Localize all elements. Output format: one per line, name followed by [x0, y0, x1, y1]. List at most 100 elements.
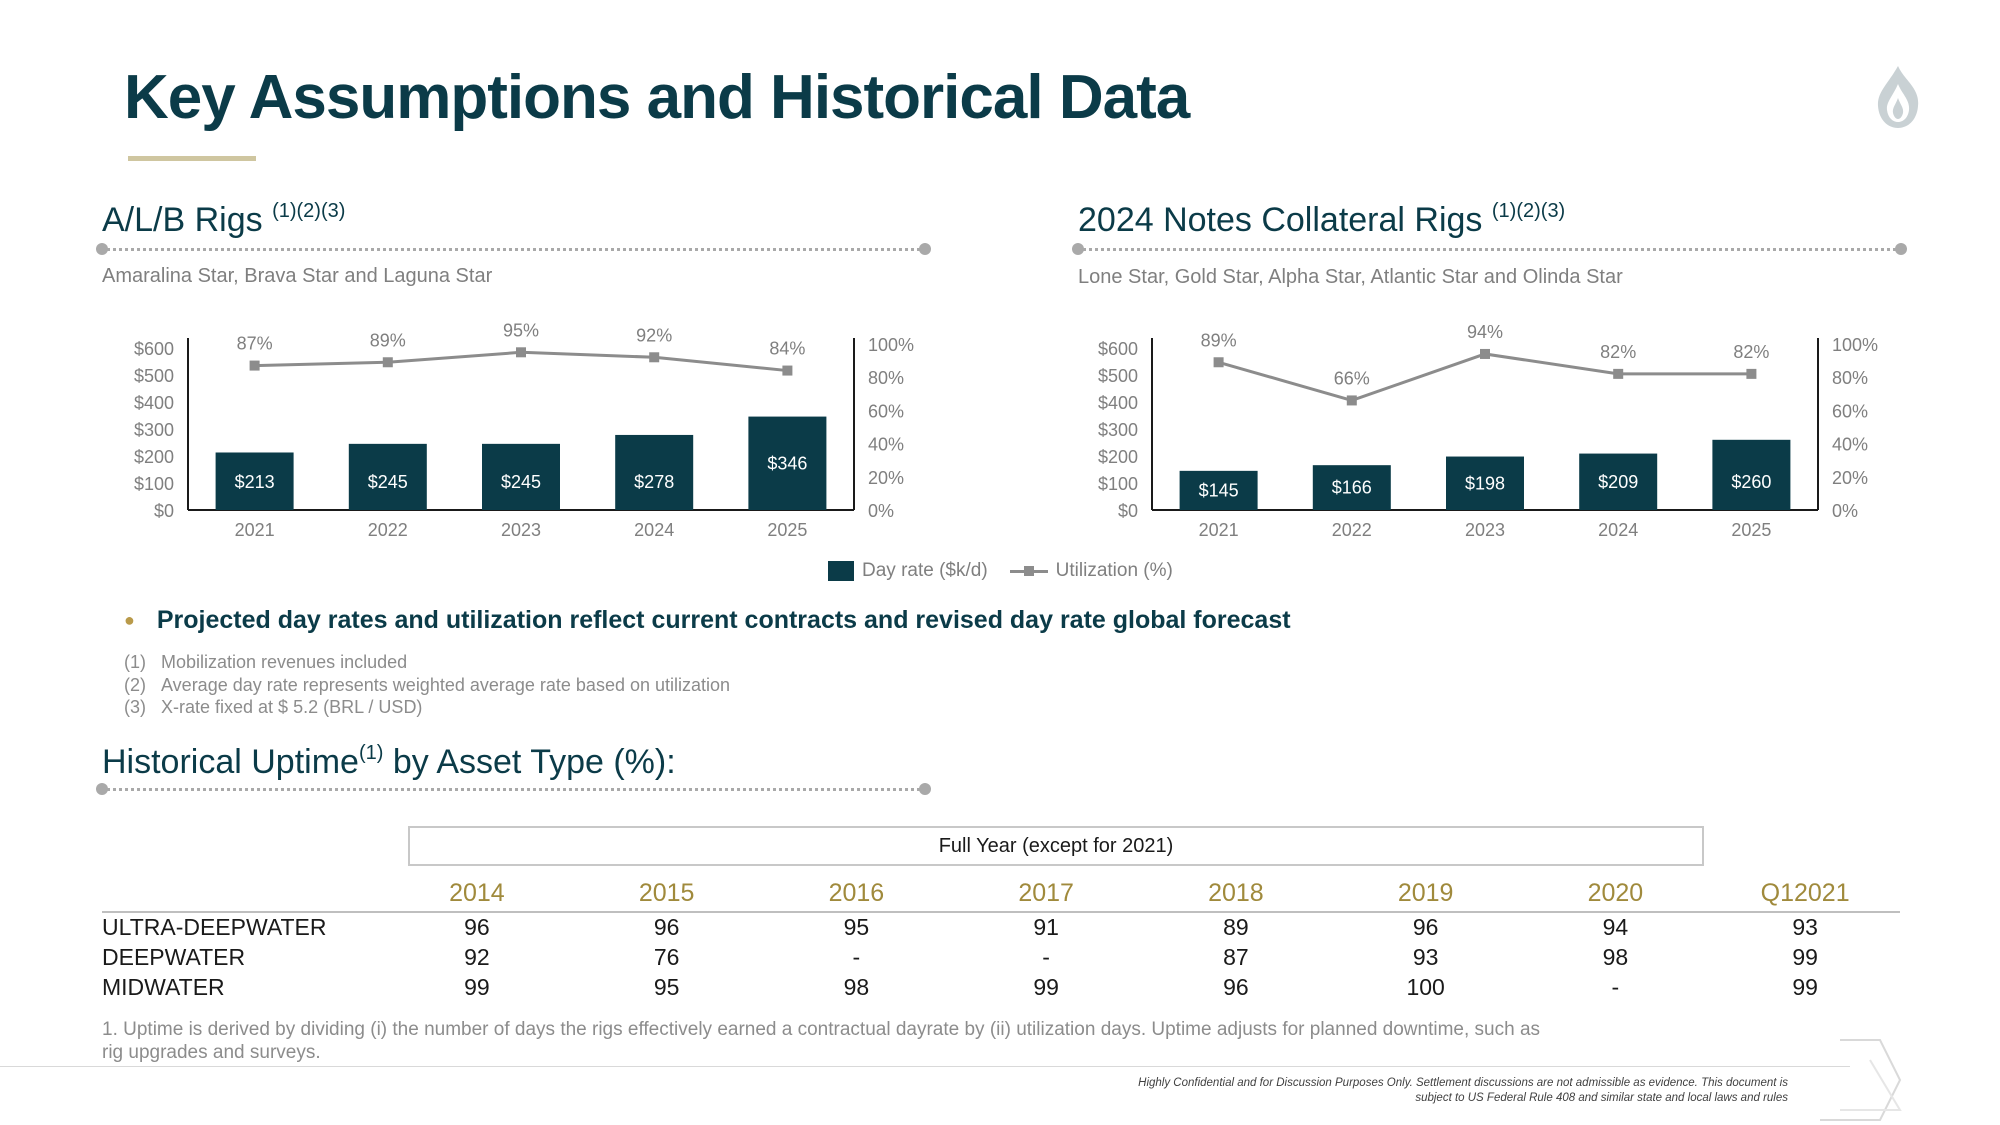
utilization-data-label: 87%: [237, 334, 273, 354]
chart-legend: Day rate ($k/d) Utilization (%): [828, 560, 1173, 582]
x-tick-label: 2025: [767, 520, 807, 540]
table-cell: -: [852, 943, 861, 970]
utilization-marker: [1480, 348, 1490, 359]
day-rate-data-label: $260: [1731, 472, 1771, 492]
day-rate-data-label: $213: [235, 472, 275, 492]
table-row: MIDWATER 99 95 98 99 96 100 - 99: [102, 972, 1900, 1002]
alb-subtitle: Amaralina Star, Brava Star and Laguna St…: [102, 265, 493, 287]
y-left-tick-label: $0: [154, 501, 174, 521]
uptime-section-rule: [96, 783, 931, 795]
uptime-table-header-row: 2014 2015 2016 2017 2018 2019 2020 Q1202…: [102, 876, 1900, 913]
confidentiality-disclaimer: Highly Confidential and for Discussion P…: [888, 1076, 1788, 1106]
y-left-tick-label: $100: [134, 474, 174, 494]
table-cell: 87: [1223, 943, 1249, 970]
table-cell: 96: [1223, 973, 1249, 1000]
y-left-tick-label: $500: [134, 366, 174, 386]
flame-logo-icon: [1877, 66, 1919, 128]
table-cell: 76: [653, 943, 680, 970]
table-cell: 95: [653, 973, 680, 1000]
notes-section-rule: [1072, 243, 1907, 255]
column-header: Q12021: [1710, 876, 1900, 913]
y-left-tick-label: $300: [134, 420, 174, 440]
day-rate-data-label: $209: [1598, 472, 1638, 492]
footnote-number: (2): [124, 674, 146, 695]
row-label: MIDWATER: [102, 973, 225, 1000]
footer-rule: [0, 1066, 1850, 1067]
footnote: (2) Average day rate represents weighted …: [124, 674, 730, 697]
disclaimer-line-2: subject to US Federal Rule 408 and simil…: [1415, 1092, 1788, 1104]
x-tick-label: 2021: [1199, 520, 1239, 540]
legend-bar-label: Day rate ($k/d): [862, 560, 988, 581]
utilization-data-label: 82%: [1600, 342, 1636, 362]
alb-section-rule: [96, 243, 931, 255]
table-cell: 89: [1223, 914, 1249, 940]
y-left-tick-label: $600: [1098, 339, 1138, 359]
day-rate-data-label: $245: [368, 472, 408, 492]
utilization-data-label: 94%: [1467, 322, 1503, 342]
column-header: 2015: [571, 876, 762, 913]
utilization-marker: [1613, 368, 1624, 379]
y-left-tick-label: $400: [134, 393, 174, 413]
notes-section-title: 2024 Notes Collateral Rigs (1)(2)(3): [1078, 200, 1565, 240]
footnote-number: (1): [124, 652, 146, 672]
table-cell: 96: [653, 914, 680, 940]
day-rate-data-label: $145: [1199, 480, 1239, 500]
table-cell: 96: [1412, 914, 1439, 940]
footnote-text: Mobilization revenues included: [161, 652, 408, 672]
day-rate-data-label: $198: [1465, 473, 1505, 493]
y-left-tick-label: $200: [1098, 447, 1138, 467]
x-tick-label: 2024: [634, 520, 674, 540]
bullet-dot-icon: ●: [124, 610, 135, 630]
day-rate-bar: [1712, 439, 1791, 510]
y-left-tick-label: $0: [1118, 501, 1138, 521]
y-left-tick-label: $600: [134, 339, 174, 359]
table-row: DEEPWATER 92 76 - - 87 93 98 99: [102, 942, 1900, 972]
y-right-tick-label: 20%: [868, 468, 904, 488]
notes-title-text: 2024 Notes Collateral Rigs: [1078, 201, 1483, 239]
y-left-tick-label: $200: [134, 447, 174, 467]
row-label: DEEPWATER: [102, 943, 246, 970]
utilization-marker: [382, 357, 393, 368]
utilization-marker: [1213, 357, 1224, 368]
table-cell: 93: [1412, 943, 1439, 970]
x-tick-label: 2025: [1731, 520, 1771, 540]
day-rate-bar: [215, 452, 294, 510]
utilization-marker: [1346, 395, 1357, 406]
page-title: Key Assumptions and Historical Data: [124, 63, 1190, 132]
day-rate-bar: [1312, 465, 1391, 510]
utilization-data-label: 95%: [503, 320, 539, 340]
column-header: 2017: [951, 876, 1141, 913]
uptime-title-pre: Historical Uptime: [102, 743, 359, 781]
corner-decoration: [1820, 1039, 1902, 1121]
day-rate-data-label: $346: [767, 453, 807, 473]
uptime-title-post: by Asset Type (%):: [383, 743, 676, 781]
alb-combo-chart: $0 $100 $200 $300 $400 $500 $600 0% 20% 40% 60% 80%…: [134, 320, 914, 540]
utilization-marker: [649, 352, 660, 363]
column-header: 2014: [382, 876, 572, 913]
table-cell: 98: [1602, 943, 1629, 970]
y-left-tick-label: $300: [1098, 420, 1138, 440]
utilization-data-label: 82%: [1733, 342, 1769, 362]
y-left-tick-label: $400: [1098, 393, 1138, 413]
column-header: 2019: [1330, 876, 1521, 913]
table-cell: 94: [1602, 914, 1629, 940]
title-underline: [128, 156, 256, 161]
y-left-tick-label: $100: [1098, 474, 1138, 494]
uptime-table: 2014 2015 2016 2017 2018 2019 2020 Q1202…: [102, 876, 1900, 1002]
day-rate-bar: [1179, 470, 1258, 510]
x-tick-label: 2024: [1598, 520, 1638, 540]
full-year-header-box: Full Year (except for 2021): [408, 826, 1704, 866]
uptime-title-footnote-ref: (1): [358, 742, 384, 764]
day-rate-data-label: $245: [501, 472, 541, 492]
table-cell: 98: [843, 973, 870, 1000]
table-cell: 99: [1792, 943, 1818, 970]
utilization-data-label: 66%: [1334, 368, 1370, 388]
y-right-tick-label: 40%: [868, 435, 904, 455]
legend-line-swatch: [1009, 561, 1048, 581]
legend-line-label: Utilization (%): [1055, 560, 1173, 581]
x-tick-label: 2021: [235, 520, 275, 540]
footnotes: (1) Mobilization revenues included (2) Ave…: [124, 651, 730, 719]
y-right-tick-label: 60%: [868, 401, 904, 421]
x-tick-label: 2022: [1332, 520, 1372, 540]
alb-title-text: A/L/B Rigs: [102, 201, 263, 239]
